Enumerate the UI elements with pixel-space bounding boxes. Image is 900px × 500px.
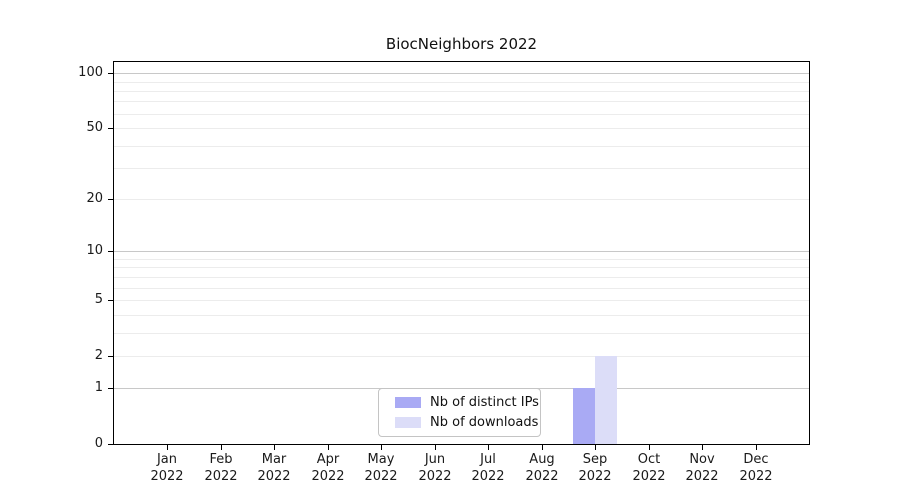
y-tick-mark	[108, 444, 113, 445]
gridline	[114, 333, 809, 334]
x-tick-mark	[542, 445, 543, 450]
x-tick-label: Nov 2022	[685, 452, 719, 484]
gridline	[114, 101, 809, 102]
chart-title: BiocNeighbors 2022	[385, 35, 538, 53]
y-tick-mark	[108, 300, 113, 301]
y-tick-label: 0	[94, 436, 103, 451]
x-tick-mark	[381, 445, 382, 450]
legend-label: Nb of downloads	[430, 414, 539, 430]
gridline	[114, 315, 809, 316]
y-tick-label: 50	[86, 120, 103, 135]
x-tick-mark	[435, 445, 436, 450]
x-tick-label: Sep 2022	[578, 452, 612, 484]
x-tick-mark	[221, 445, 222, 450]
gridline	[114, 91, 809, 92]
x-tick-mark	[274, 445, 275, 450]
legend-row: Nb of distinct IPs	[395, 395, 539, 410]
x-tick-label: Jul 2022	[471, 452, 505, 484]
plot-area: Nb of distinct IPs Nb of downloads	[113, 61, 810, 445]
gridline	[114, 277, 809, 278]
y-tick-mark	[108, 356, 113, 357]
gridline	[114, 251, 809, 252]
y-tick-mark	[108, 73, 113, 74]
gridline	[114, 73, 809, 74]
y-tick-label: 10	[86, 243, 103, 258]
y-tick-label: 5	[94, 292, 103, 307]
gridline	[114, 199, 809, 200]
gridline	[114, 168, 809, 169]
gridline	[114, 259, 809, 260]
legend: Nb of distinct IPs Nb of downloads	[378, 388, 541, 437]
gridline	[114, 267, 809, 268]
gridline	[114, 288, 809, 289]
gridline	[114, 146, 809, 147]
legend-label: Nb of distinct IPs	[430, 395, 539, 411]
gridline	[114, 114, 809, 115]
gridline	[114, 356, 809, 357]
gridline	[114, 82, 809, 83]
x-tick-label: Jan 2022	[150, 452, 184, 484]
x-tick-label: Feb 2022	[204, 452, 238, 484]
x-tick-label: Mar 2022	[257, 452, 291, 484]
legend-swatch-icon	[395, 397, 421, 409]
legend-swatch-icon	[395, 416, 421, 428]
y-tick-label: 100	[78, 65, 103, 80]
x-tick-label: Apr 2022	[311, 452, 345, 484]
x-tick-label: Dec 2022	[739, 452, 773, 484]
x-tick-mark	[328, 445, 329, 450]
y-tick-label: 2	[94, 348, 103, 363]
y-tick-label: 1	[94, 380, 103, 395]
y-tick-mark	[108, 388, 113, 389]
x-tick-mark	[702, 445, 703, 450]
x-tick-label: May 2022	[364, 452, 398, 484]
x-tick-label: Oct 2022	[632, 452, 666, 484]
bar-nb-of-downloads	[595, 356, 617, 444]
y-tick-mark	[108, 128, 113, 129]
x-tick-label: Jun 2022	[418, 452, 452, 484]
x-tick-mark	[756, 445, 757, 450]
x-tick-mark	[649, 445, 650, 450]
x-tick-label: Aug 2022	[525, 452, 559, 484]
legend-row: Nb of downloads	[395, 415, 538, 430]
gridline	[114, 128, 809, 129]
x-tick-mark	[488, 445, 489, 450]
y-tick-mark	[108, 199, 113, 200]
y-tick-label: 20	[86, 191, 103, 206]
x-tick-mark	[595, 445, 596, 450]
y-tick-mark	[108, 251, 113, 252]
bar-nb-of-distinct-ips	[573, 388, 595, 444]
gridline	[114, 300, 809, 301]
x-tick-mark	[167, 445, 168, 450]
